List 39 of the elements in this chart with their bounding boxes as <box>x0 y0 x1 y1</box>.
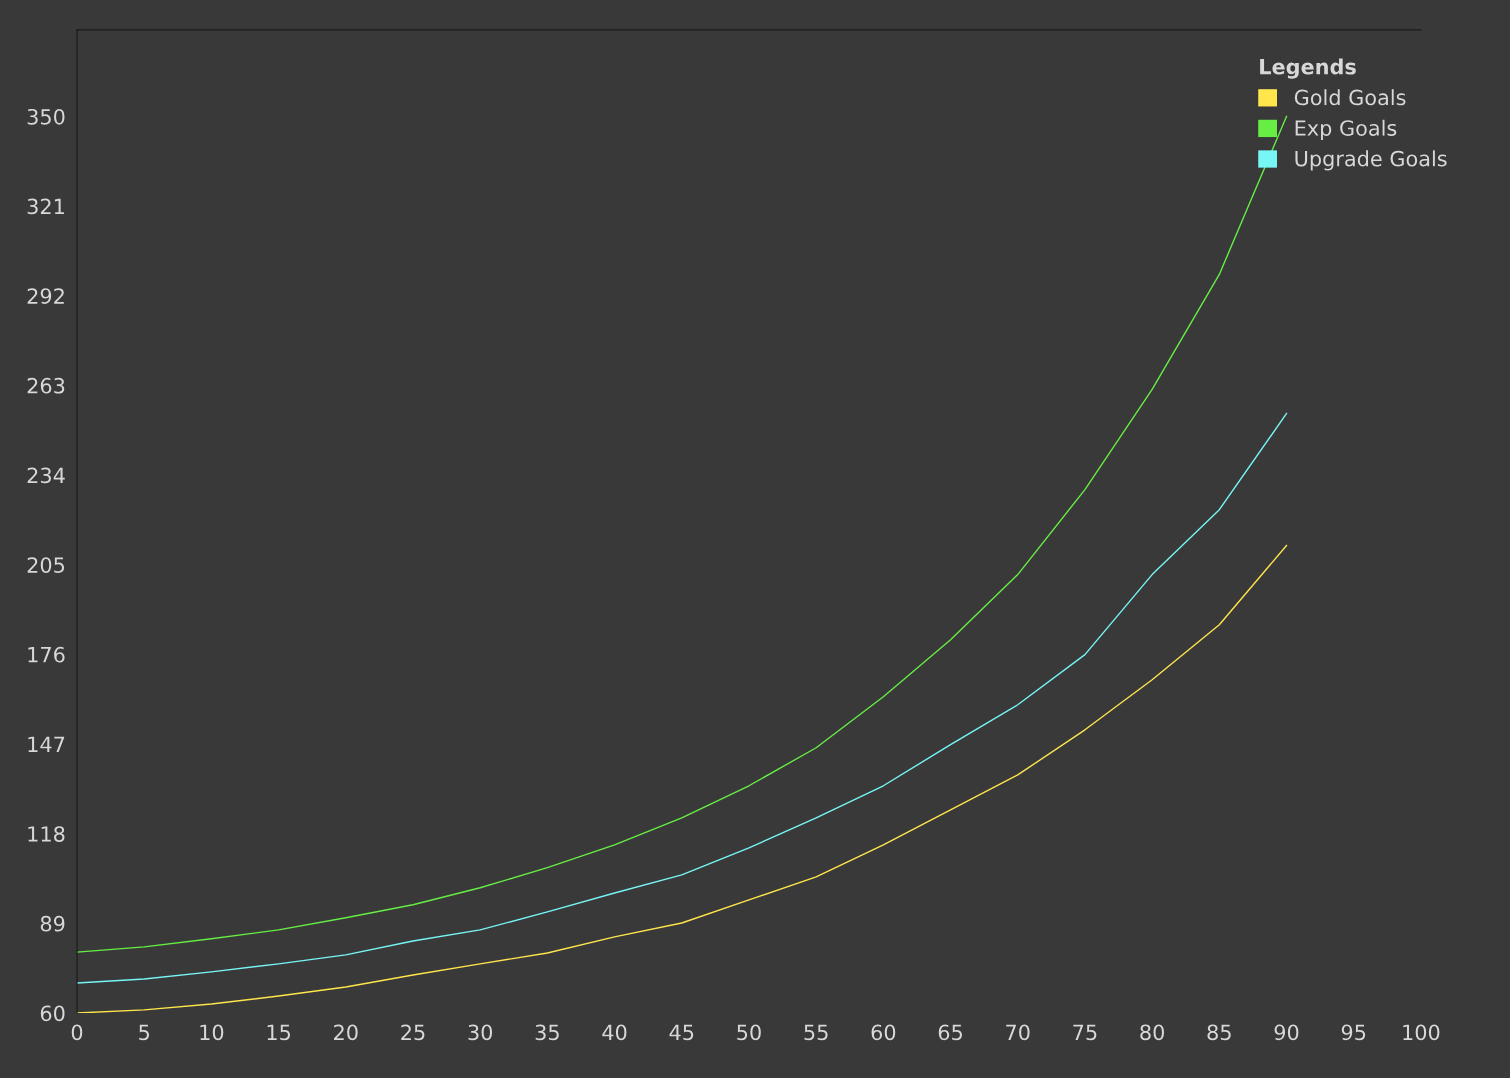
y-tick-label: 350 <box>27 108 65 125</box>
y-tick-label: 292 <box>27 288 64 304</box>
y-tick-label: 60 <box>40 1005 65 1022</box>
x-tick-label: 50 <box>737 1024 761 1041</box>
y-tick-label: 147 <box>28 736 65 752</box>
x-tick-label: 40 <box>602 1024 627 1041</box>
x-tick-label: 20 <box>334 1024 358 1041</box>
x-tick-label: 25 <box>401 1024 425 1041</box>
y-tick-label: 118 <box>28 826 65 842</box>
x-tick-label: 0 <box>71 1024 83 1041</box>
x-tick-label: 100 <box>1403 1024 1440 1041</box>
x-tick-label: 5 <box>139 1024 150 1041</box>
y-tick-label: 176 <box>28 646 65 663</box>
legend-title: Legends <box>1260 58 1356 79</box>
x-tick-label: 95 <box>1341 1024 1366 1041</box>
x-tick-label: 85 <box>1207 1024 1231 1041</box>
y-tick-label: 234 <box>27 467 65 484</box>
x-tick-label: 75 <box>1073 1024 1097 1041</box>
x-tick-label: 45 <box>669 1024 694 1041</box>
y-tick-label: 89 <box>40 915 65 932</box>
x-tick-label: 80 <box>1140 1024 1164 1041</box>
x-tick-label: 35 <box>535 1024 559 1041</box>
x-tick-label: 70 <box>1006 1024 1030 1041</box>
line-series <box>77 544 1288 1013</box>
x-tick-label: 30 <box>468 1024 493 1041</box>
legend-label: Gold Goals <box>1294 89 1406 106</box>
legend-label: Upgrade Goals <box>1295 150 1447 171</box>
x-tick-label: 15 <box>267 1024 291 1041</box>
x-tick-label: 60 <box>871 1024 896 1041</box>
legend-label: Exp Goals <box>1295 119 1397 140</box>
x-tick-label: 10 <box>200 1024 224 1041</box>
y-tick-label: 321 <box>27 198 64 215</box>
line-series <box>77 412 1288 984</box>
y-tick-label: 263 <box>27 377 65 394</box>
x-tick-label: 55 <box>804 1024 828 1041</box>
y-tick-label: 205 <box>27 557 65 573</box>
line-series <box>77 115 1288 953</box>
x-tick-label: 90 <box>1274 1024 1299 1041</box>
x-tick-label: 65 <box>938 1024 962 1041</box>
